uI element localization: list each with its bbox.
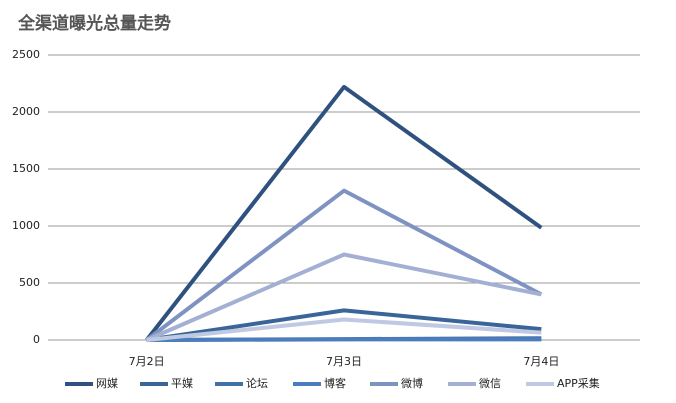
legend-label: 平媒 — [171, 377, 193, 390]
legend-label: 微博 — [401, 376, 423, 390]
legend-label: APP采集 — [557, 376, 600, 390]
x-tick-label: 7月3日 — [326, 355, 362, 368]
y-tick-label: 0 — [33, 333, 40, 346]
legend-label: 博客 — [324, 376, 346, 390]
x-tick-label: 7月4日 — [523, 355, 559, 368]
series-line — [145, 252, 542, 342]
series-line — [145, 188, 543, 342]
series-line — [146, 317, 542, 342]
chart-title: 全渠道曝光总量走势 — [17, 13, 171, 34]
series-line — [146, 308, 542, 342]
y-tick-label: 1000 — [12, 219, 40, 232]
legend-label: 微信 — [479, 376, 501, 390]
y-tick-label: 2500 — [12, 48, 40, 61]
y-tick-label: 500 — [19, 276, 40, 289]
legend-label: 论坛 — [246, 376, 268, 390]
x-tick-label: 7月2日 — [129, 355, 165, 368]
series-line — [145, 84, 543, 342]
series-line — [146, 337, 542, 342]
y-tick-label: 1500 — [12, 162, 40, 175]
y-tick-label: 2000 — [12, 105, 40, 118]
legend-label: 网媒 — [96, 377, 118, 390]
